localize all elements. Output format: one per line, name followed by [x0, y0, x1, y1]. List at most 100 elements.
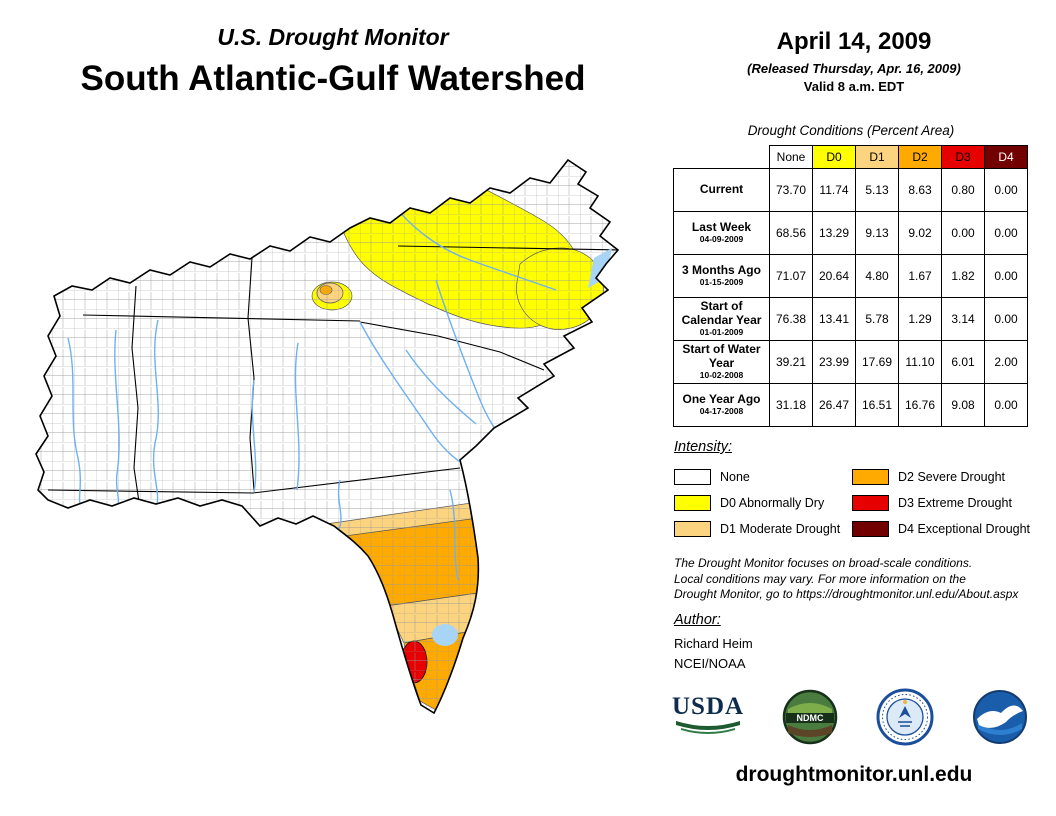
watershed-outline [35, 158, 620, 715]
value-cell: 11.74 [812, 168, 856, 212]
value-cell: 20.64 [812, 254, 856, 298]
legend-swatch-d3 [852, 495, 889, 511]
author-heading: Author: [674, 612, 721, 628]
value-cell: 73.70 [769, 168, 813, 212]
value-cell: 9.08 [941, 383, 985, 427]
value-cell: 9.13 [855, 211, 899, 255]
value-cell: 31.18 [769, 383, 813, 427]
value-cell: 1.29 [898, 297, 942, 341]
row-label: 3 Months Ago 01-15-2009 [673, 254, 770, 298]
rivers [67, 199, 557, 581]
value-cell: 2.00 [984, 340, 1028, 384]
release-date: (Released Thursday, Apr. 16, 2009) [747, 61, 961, 76]
legend-item-d2: D2 Severe Drought [852, 469, 1036, 485]
col-header-none: None [769, 145, 813, 169]
noaa-logo [973, 690, 1027, 744]
legend-item-d0: D0 Abnormally Dry [674, 495, 852, 511]
col-header-d1: D1 [855, 145, 899, 169]
legend-label: D4 Exceptional Drought [898, 522, 1031, 536]
legend-swatch-d0 [674, 495, 711, 511]
map-date: April 14, 2009 [776, 28, 932, 55]
table-corner-cell [673, 145, 770, 169]
legend-swatch-d2 [852, 469, 889, 485]
table-row: Start of Water Year 10-02-2008 39.21 23.9… [673, 340, 1028, 384]
value-cell: 1.67 [898, 254, 942, 298]
county-boundaries [36, 160, 618, 713]
author-name: Richard Heim [674, 636, 753, 651]
author-org: NCEI/NOAA [674, 656, 746, 671]
intensity-legend: Intensity: None D0 Abnormally Dry D1 Mod… [674, 439, 1036, 542]
drought-conditions-table: None D0 D1 D2 D3 D4 Current 73.70 11.74 … [673, 145, 1028, 427]
value-cell: 13.29 [812, 211, 856, 255]
value-cell: 0.00 [941, 211, 985, 255]
row-label: Start of Calendar Year 01-01-2009 [673, 297, 770, 341]
date-block: April 14, 2009 (Released Thursday, Apr. … [672, 28, 1036, 94]
table-row: One Year Ago 04-17-2008 31.18 26.47 16.51… [673, 383, 1028, 427]
legend-label: D3 Extreme Drought [898, 496, 1012, 510]
legend-swatch-d1 [674, 521, 711, 537]
value-cell: 39.21 [769, 340, 813, 384]
table-row: 3 Months Ago 01-15-2009 71.07 20.64 4.80 … [673, 254, 1028, 298]
disclaimer-line: Drought Monitor, go to https://droughtmo… [674, 587, 1019, 602]
row-label: Start of Water Year 10-02-2008 [673, 340, 770, 384]
legend-label: D2 Severe Drought [898, 470, 1006, 484]
disclaimer-line: Local conditions may vary. For more info… [674, 571, 966, 586]
value-cell: 0.00 [984, 254, 1028, 298]
value-cell: 16.76 [898, 383, 942, 427]
page-title: South Atlantic-Gulf Watershed [80, 59, 586, 98]
value-cell: 4.80 [855, 254, 899, 298]
legend-label: D0 Abnormally Dry [720, 496, 825, 510]
legend-item-d3: D3 Extreme Drought [852, 495, 1036, 511]
state-boundaries [47, 245, 618, 503]
col-header-d4: D4 [984, 145, 1028, 169]
legend-label: None [720, 470, 750, 484]
row-label: One Year Ago 04-17-2008 [673, 383, 770, 427]
col-header-d0: D0 [812, 145, 856, 169]
lake-okeechobee [432, 624, 458, 646]
author-block: Author: Richard Heim NCEI/NOAA [674, 612, 753, 671]
value-cell: 3.14 [941, 297, 985, 341]
ndmc-logo: NDMC [782, 689, 838, 745]
col-header-d2: D2 [898, 145, 942, 169]
value-cell: 76.38 [769, 297, 813, 341]
agency-logos: USDA NDMC [672, 688, 1028, 746]
legend-label: D1 Moderate Drought [720, 522, 841, 536]
legend-swatch-d4 [852, 521, 889, 537]
value-cell: 0.00 [984, 168, 1028, 212]
table-caption: Drought Conditions (Percent Area) [747, 123, 955, 138]
value-cell: 1.82 [941, 254, 985, 298]
disclaimer-line: The Drought Monitor focuses on broad-sca… [674, 556, 973, 570]
disclaimer-text: The Drought Monitor focuses on broad-sca… [674, 556, 1046, 603]
title-block: U.S. Drought Monitor South Atlantic-Gulf… [0, 24, 666, 99]
value-cell: 17.69 [855, 340, 899, 384]
value-cell: 68.56 [769, 211, 813, 255]
usda-logo: USDA [672, 694, 744, 740]
legend-item-d4: D4 Exceptional Drought [852, 521, 1036, 537]
value-cell: 71.07 [769, 254, 813, 298]
legend-swatch-none [674, 469, 711, 485]
table-row: Start of Calendar Year 01-01-2009 76.38 1… [673, 297, 1028, 341]
value-cell: 5.78 [855, 297, 899, 341]
value-cell: 23.99 [812, 340, 856, 384]
legend-item-none: None [674, 469, 852, 485]
value-cell: 0.00 [984, 297, 1028, 341]
usda-swoosh-icon [676, 721, 740, 734]
value-cell: 5.13 [855, 168, 899, 212]
report-kicker: U.S. Drought Monitor [217, 24, 449, 50]
value-cell: 16.51 [855, 383, 899, 427]
row-label: Current [673, 168, 770, 212]
value-cell: 0.00 [984, 383, 1028, 427]
col-header-d3: D3 [941, 145, 985, 169]
legend-heading: Intensity: [674, 439, 733, 455]
value-cell: 0.00 [984, 211, 1028, 255]
drought-map [35, 158, 620, 715]
map-container [8, 138, 663, 738]
footer-url: droughtmonitor.unl.edu [735, 763, 973, 786]
value-cell: 6.01 [941, 340, 985, 384]
value-cell: 13.41 [812, 297, 856, 341]
value-cell: 11.10 [898, 340, 942, 384]
value-cell: 26.47 [812, 383, 856, 427]
table-row: Current 73.70 11.74 5.13 8.63 0.80 0.00 [673, 168, 1028, 212]
valid-time: Valid 8 a.m. EDT [803, 79, 905, 94]
row-label: Last Week 04-09-2009 [673, 211, 770, 255]
